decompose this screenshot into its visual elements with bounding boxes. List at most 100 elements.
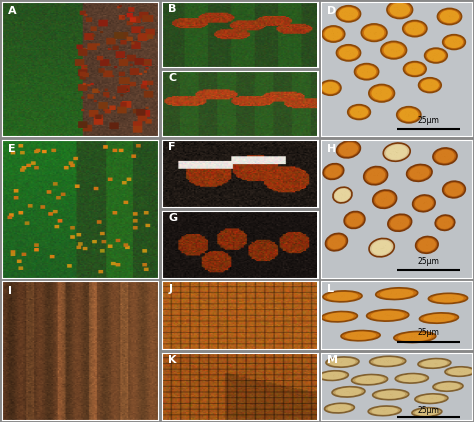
Text: I: I [8,286,12,296]
Ellipse shape [397,107,421,123]
Ellipse shape [325,313,354,321]
Ellipse shape [427,50,445,62]
Ellipse shape [327,292,358,301]
Ellipse shape [350,106,368,118]
Ellipse shape [445,183,463,196]
Ellipse shape [339,7,358,20]
Ellipse shape [324,27,343,41]
Text: K: K [168,354,177,365]
Ellipse shape [399,374,425,382]
Ellipse shape [381,41,407,59]
Ellipse shape [399,108,419,121]
Ellipse shape [383,43,404,57]
Ellipse shape [438,8,462,24]
Ellipse shape [418,359,451,368]
Ellipse shape [423,314,455,322]
Ellipse shape [339,143,358,156]
Ellipse shape [337,45,361,61]
Text: 25μm: 25μm [418,116,439,125]
Ellipse shape [415,408,439,416]
Ellipse shape [368,406,401,416]
Ellipse shape [398,333,432,341]
Ellipse shape [403,21,427,37]
Ellipse shape [421,360,447,367]
Ellipse shape [445,36,463,48]
Ellipse shape [323,291,362,302]
Ellipse shape [383,143,410,161]
Text: F: F [168,142,176,151]
Ellipse shape [380,289,413,298]
Ellipse shape [372,86,392,100]
Ellipse shape [413,195,435,212]
Ellipse shape [369,238,394,257]
Text: 25μm: 25μm [418,257,439,266]
Ellipse shape [372,240,392,255]
Ellipse shape [405,22,425,35]
Ellipse shape [339,46,358,60]
Text: M: M [328,354,338,365]
Ellipse shape [412,408,442,417]
Ellipse shape [436,383,460,390]
Ellipse shape [326,233,347,251]
Ellipse shape [333,187,352,203]
Ellipse shape [386,145,408,160]
Ellipse shape [337,141,360,158]
Text: G: G [168,213,177,222]
Ellipse shape [443,35,465,49]
Ellipse shape [415,197,433,210]
Ellipse shape [387,1,412,19]
Ellipse shape [428,293,467,303]
Ellipse shape [319,371,348,381]
Ellipse shape [321,311,357,322]
Text: H: H [328,144,337,154]
Ellipse shape [341,330,380,341]
Ellipse shape [328,404,351,412]
Ellipse shape [328,235,345,249]
Ellipse shape [435,150,455,163]
Ellipse shape [369,84,394,102]
Ellipse shape [435,215,455,230]
Ellipse shape [364,167,388,185]
Text: 25μm: 25μm [418,406,439,414]
Ellipse shape [403,62,426,76]
Ellipse shape [375,192,394,206]
Ellipse shape [322,82,339,94]
Ellipse shape [443,181,465,198]
Ellipse shape [335,189,350,201]
Ellipse shape [445,367,474,376]
Ellipse shape [433,381,463,391]
Ellipse shape [372,407,398,415]
Ellipse shape [376,390,405,399]
Ellipse shape [371,311,404,320]
Text: A: A [8,6,17,16]
Ellipse shape [323,164,344,179]
Ellipse shape [370,356,406,366]
Ellipse shape [332,387,365,397]
Ellipse shape [390,216,409,230]
Ellipse shape [376,288,418,300]
Ellipse shape [345,332,376,340]
Ellipse shape [418,238,436,252]
Ellipse shape [390,3,410,17]
Ellipse shape [346,213,363,227]
Ellipse shape [407,165,432,181]
Ellipse shape [388,214,411,231]
Ellipse shape [421,79,439,91]
Ellipse shape [419,78,441,92]
Ellipse shape [320,81,341,95]
Ellipse shape [419,313,458,323]
Text: C: C [168,73,176,83]
Ellipse shape [355,376,384,384]
Ellipse shape [432,294,464,303]
Text: D: D [328,6,337,16]
Ellipse shape [406,63,424,75]
Ellipse shape [416,236,438,253]
Ellipse shape [433,148,457,165]
Ellipse shape [373,190,397,208]
Ellipse shape [326,357,359,367]
Ellipse shape [344,211,365,228]
Ellipse shape [352,374,388,385]
Ellipse shape [440,10,459,23]
Ellipse shape [373,357,402,365]
Ellipse shape [337,6,361,22]
